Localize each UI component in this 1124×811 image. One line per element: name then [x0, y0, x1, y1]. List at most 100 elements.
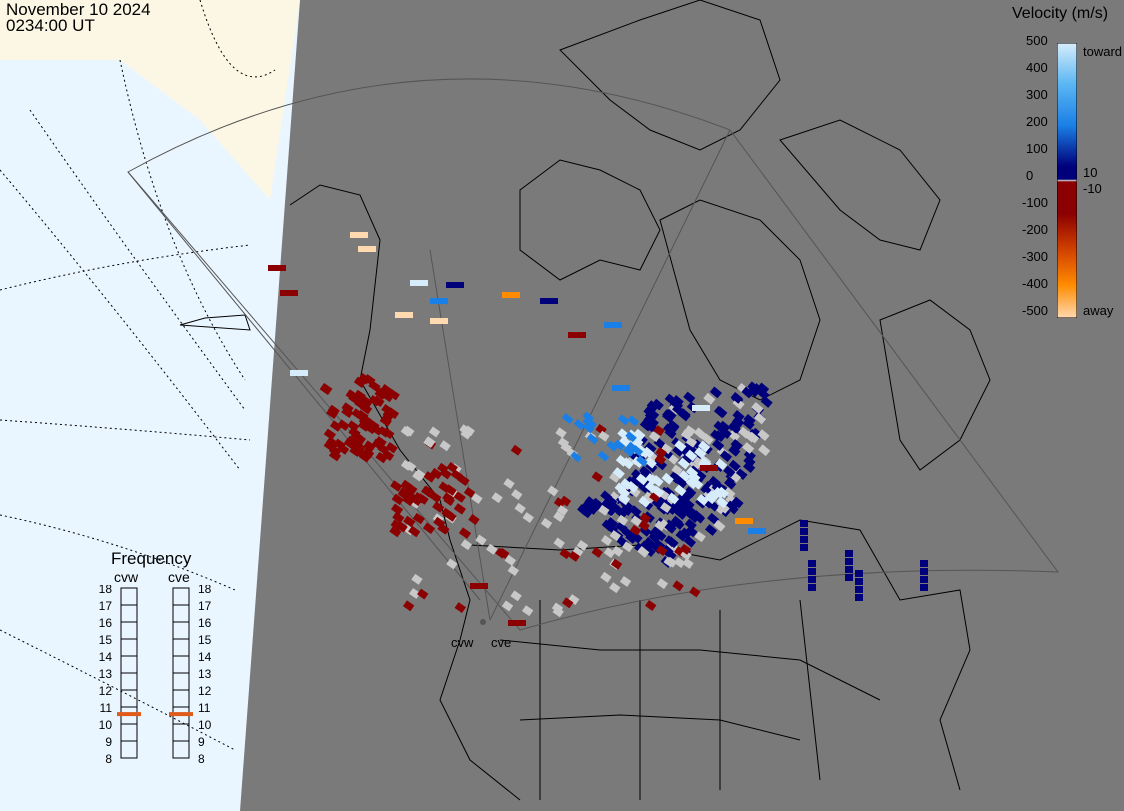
velocity-cell	[845, 566, 853, 573]
velocity-tick-label: -200	[1022, 222, 1049, 237]
velocity-cell	[630, 515, 642, 527]
field-of-view	[127, 78, 1060, 631]
velocity-cell	[696, 493, 709, 506]
velocity-cell	[468, 514, 480, 525]
velocity-cell	[682, 498, 695, 511]
velocity-cell	[358, 246, 376, 252]
velocity-cell	[655, 446, 667, 458]
velocity-cell	[668, 502, 681, 515]
velocity-cell	[629, 524, 642, 536]
velocity-cell	[598, 430, 610, 442]
velocity-cell	[403, 425, 415, 437]
velocity-cell	[645, 600, 657, 611]
velocity-cell	[379, 415, 392, 427]
velocity-cell	[559, 548, 571, 560]
velocity-cell	[751, 402, 764, 414]
frequency-tick-right: 18	[198, 585, 212, 596]
velocity-cell	[633, 428, 646, 441]
velocity-cell	[582, 416, 594, 428]
velocity-cell	[347, 420, 360, 432]
velocity-cell	[665, 556, 678, 568]
velocity-cell	[685, 436, 698, 448]
map-radar-label-cve: cve	[491, 635, 512, 650]
velocity-cell	[622, 541, 634, 553]
velocity-cell	[350, 430, 363, 442]
velocity-cell	[615, 454, 629, 467]
velocity-cell	[600, 571, 612, 583]
velocity-cell	[685, 449, 698, 462]
velocity-cell	[582, 411, 595, 423]
velocity-cell	[687, 511, 700, 523]
velocity-cell	[685, 525, 698, 538]
velocity-cell	[367, 419, 380, 432]
velocity-cell	[654, 454, 666, 465]
velocity-cell	[577, 504, 590, 516]
velocity-cell	[341, 402, 354, 414]
velocity-cell	[360, 396, 373, 408]
velocity-cell	[703, 392, 716, 405]
cvw-frequency-marker	[117, 712, 141, 717]
velocity-cell	[674, 439, 687, 452]
velocity-cell	[623, 445, 635, 457]
velocity-cell	[417, 588, 429, 600]
velocity-cell	[648, 531, 661, 544]
velocity-cell	[398, 487, 411, 499]
velocity-cell	[651, 398, 664, 411]
velocity-cell	[510, 590, 522, 602]
velocity-cell	[507, 565, 520, 577]
velocity-cell	[610, 558, 623, 570]
velocity-cell	[561, 412, 574, 424]
velocity-cell	[625, 532, 638, 544]
velocity-cell	[693, 427, 707, 440]
frequency-tick-left: 15	[99, 633, 113, 647]
velocity-cell	[713, 420, 726, 433]
velocity-cell	[701, 433, 714, 446]
velocity-cell	[561, 597, 574, 609]
velocity-cell	[667, 492, 680, 505]
velocity-cell	[661, 443, 673, 455]
velocity-cell	[757, 429, 770, 442]
velocity-cell	[609, 471, 621, 483]
velocity-cell	[442, 492, 455, 504]
velocity-cell	[559, 495, 572, 507]
velocity-cell	[698, 440, 711, 453]
velocity-cell	[326, 407, 339, 420]
velocity-cell	[730, 438, 743, 451]
velocity-cell	[395, 521, 408, 533]
velocity-cell	[672, 580, 684, 592]
velocity-cell	[475, 534, 487, 546]
velocity-cell	[439, 467, 452, 480]
velocity-cell	[395, 312, 413, 318]
velocity-cell	[439, 440, 451, 452]
velocity-cell	[433, 516, 446, 529]
velocity-cell	[670, 472, 683, 485]
velocity-cell	[463, 425, 475, 437]
velocity-cell	[654, 529, 667, 542]
velocity-cell	[692, 405, 710, 411]
frequency-tick-left: 12	[99, 684, 113, 698]
velocity-cell	[716, 486, 729, 499]
velocity-cell	[402, 600, 415, 612]
velocity-cell	[626, 441, 639, 453]
velocity-cell	[679, 543, 692, 555]
velocity-cell	[672, 404, 685, 416]
velocity-tick-label: -500	[1022, 303, 1049, 318]
velocity-cell	[611, 545, 624, 557]
velocity-cell	[707, 512, 720, 525]
velocity-cell	[808, 560, 816, 567]
velocity-cell	[724, 477, 737, 490]
velocity-cell	[453, 491, 466, 503]
velocity-cell	[654, 520, 666, 532]
velocity-cell	[408, 525, 421, 538]
velocity-cell	[855, 586, 863, 593]
velocity-cell	[616, 514, 629, 526]
velocity-cell	[375, 451, 388, 464]
frequency-tick-left: 14	[99, 650, 113, 664]
velocity-cell	[290, 370, 308, 376]
velocity-cell	[627, 415, 640, 427]
velocity-cell	[422, 485, 435, 498]
velocity-cell	[353, 446, 366, 459]
velocity-cell	[591, 471, 603, 483]
velocity-cell	[661, 472, 674, 485]
velocity-cell	[730, 391, 743, 404]
